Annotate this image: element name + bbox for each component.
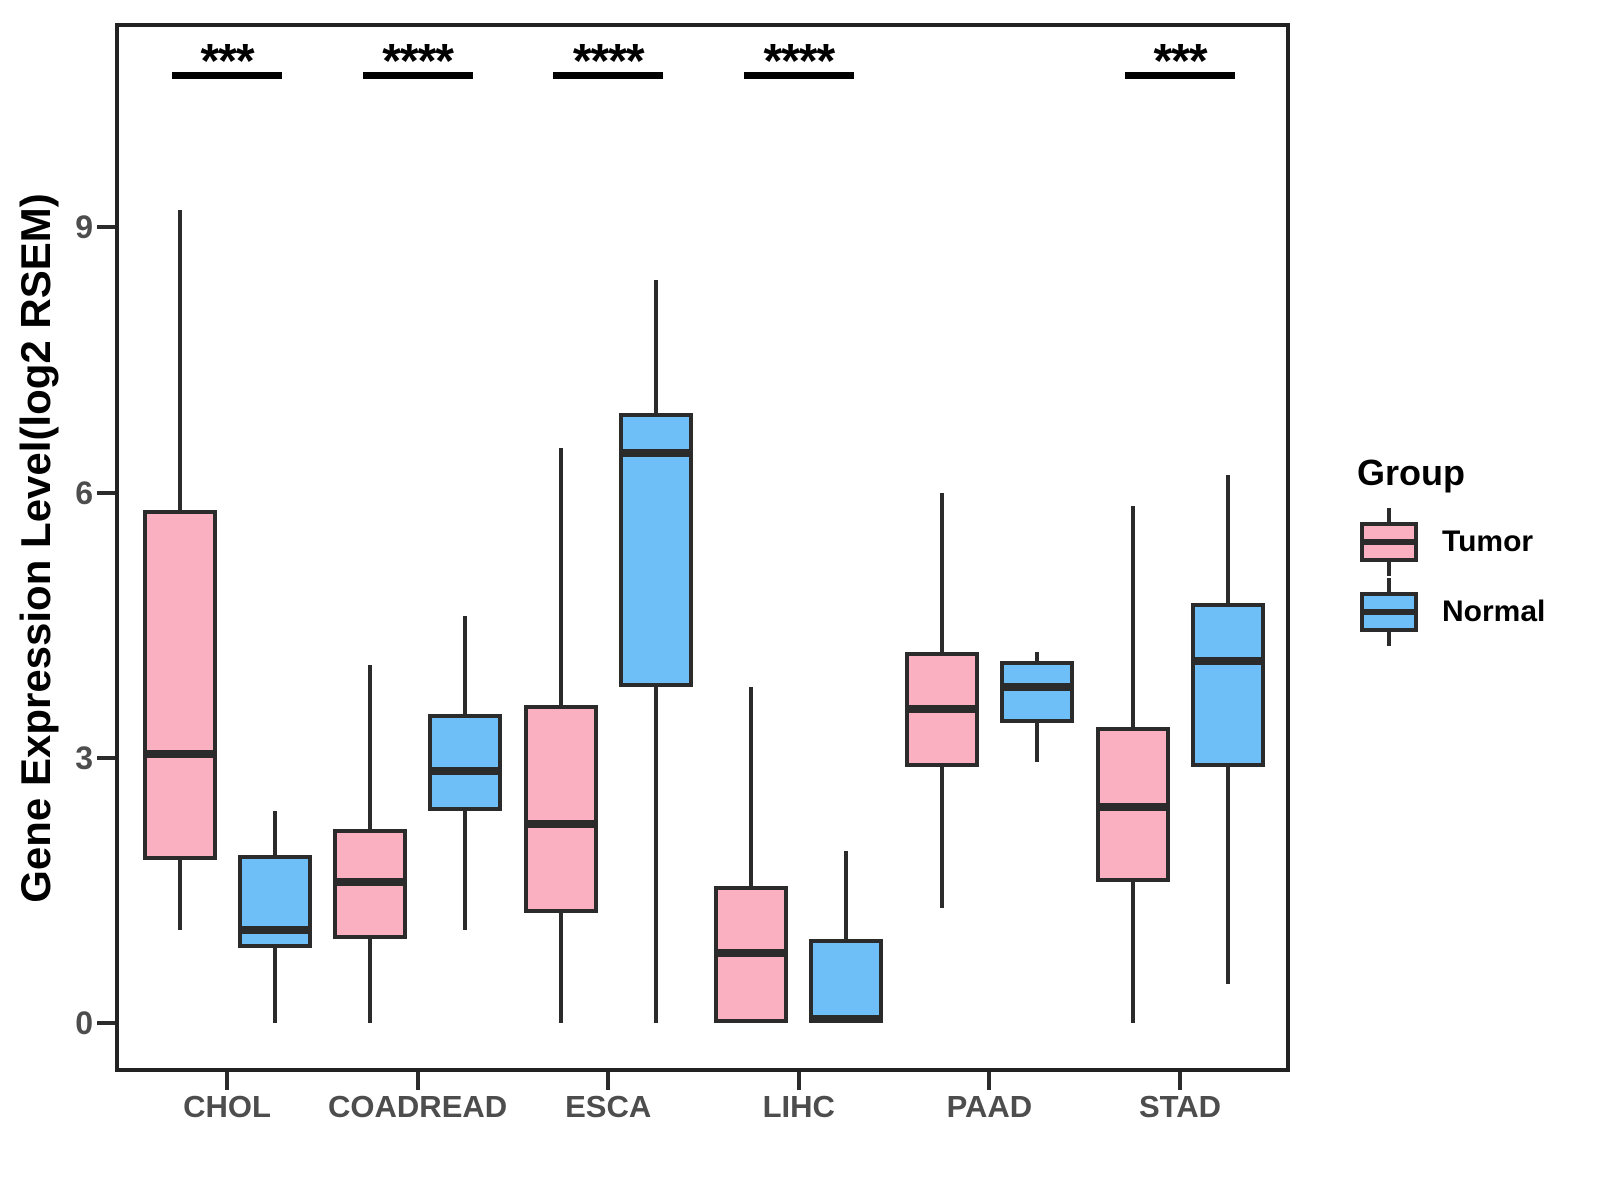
y-axis-tick-mark (97, 756, 115, 760)
x-axis-tick-mark (225, 1072, 229, 1090)
x-axis-tick-label: CHOL (183, 1089, 271, 1124)
y-axis-tick-label: 9 (75, 209, 93, 246)
legend-item-label: Normal (1442, 595, 1546, 628)
legend: Tumor Normal (1356, 508, 1596, 648)
x-axis-tick-mark (987, 1072, 992, 1090)
significance-bar-CHOL (172, 72, 282, 79)
significance-bar-COADREAD (362, 72, 473, 79)
median-COADREAD-tumor (333, 877, 408, 886)
y-axis-title: Gene Expression Level(log2 RSEM) (12, 193, 59, 903)
significance-bar-LIHC (743, 72, 854, 79)
x-axis-tick-label: PAAD (946, 1089, 1033, 1124)
y-axis-tick-mark (97, 490, 115, 495)
median-PAAD-normal (999, 683, 1074, 692)
y-axis-tick-label: 3 (75, 740, 93, 776)
box-ESCA-normal (618, 413, 693, 688)
median-STAD-tumor (1095, 802, 1170, 811)
x-axis-tick-mark (796, 1072, 801, 1090)
significance-stars-COADREAD: **** (382, 35, 454, 88)
median-ESCA-normal (618, 448, 693, 457)
y-axis-tick-label: 0 (75, 1005, 93, 1042)
significance-bar-ESCA (553, 72, 664, 79)
median-LIHC-tumor (714, 948, 789, 957)
x-axis-tick-label: ESCA (565, 1089, 652, 1124)
y-axis-tick-label: 6 (75, 474, 93, 511)
significance-bar-STAD (1125, 72, 1235, 79)
legend-item-tumor: Tumor (1356, 508, 1596, 576)
y-axis-tick-mark (97, 1021, 115, 1026)
median-LIHC-normal (809, 1014, 884, 1023)
box-COADREAD-normal (428, 713, 503, 812)
significance-stars-ESCA: **** (572, 35, 645, 88)
whisker-LIHC-normal (844, 850, 849, 1024)
whisker-LIHC-tumor (749, 687, 754, 1024)
significance-stars-CHOL: *** (200, 35, 254, 88)
median-CHOL-normal (237, 926, 312, 935)
median-CHOL-tumor (142, 749, 217, 758)
x-axis-tick-mark (1178, 1072, 1182, 1090)
x-axis-tick-label: COADREAD (328, 1089, 508, 1124)
median-COADREAD-normal (428, 767, 503, 776)
significance-stars-STAD: *** (1153, 35, 1207, 88)
box-PAAD-normal (999, 660, 1074, 723)
x-axis-tick-label: LIHC (762, 1089, 835, 1124)
box-STAD-normal (1190, 603, 1265, 767)
significance-stars-LIHC: **** (763, 35, 835, 88)
median-PAAD-tumor (904, 705, 979, 714)
box-CHOL-tumor (142, 510, 217, 860)
legend-title: Group (1357, 452, 1465, 493)
y-axis-tick-mark (97, 225, 115, 230)
box-ESCA-tumor (523, 704, 598, 913)
x-axis-tick-mark (415, 1072, 420, 1090)
box-LIHC-normal (809, 939, 884, 1024)
x-axis-tick-mark (606, 1072, 611, 1090)
x-axis-tick-label: STAD (1138, 1089, 1222, 1124)
median-ESCA-tumor (523, 820, 598, 829)
legend-key-boxplot-icon (1356, 578, 1422, 646)
legend-item-label: Tumor (1442, 525, 1534, 558)
legend-key-boxplot-icon (1356, 508, 1422, 576)
legend-item-normal: Normal (1356, 578, 1596, 646)
median-STAD-normal (1190, 656, 1265, 665)
